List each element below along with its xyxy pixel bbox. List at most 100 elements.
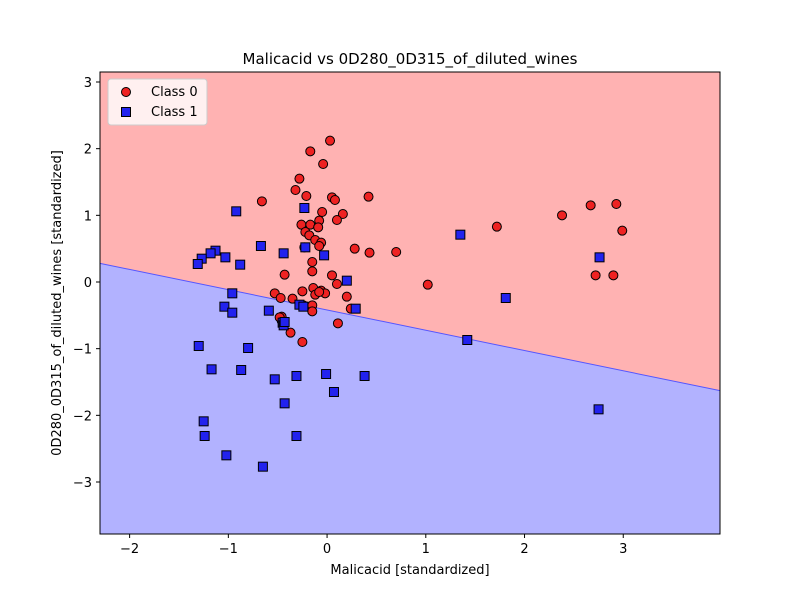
class-0-point — [331, 279, 342, 289]
y-tick-label: 2 — [84, 143, 92, 158]
class-0-point — [331, 215, 342, 225]
y-tick-label: 1 — [84, 209, 92, 224]
class-1-point — [219, 301, 230, 312]
x-tick-label: −1 — [219, 542, 238, 557]
class-1-point — [455, 229, 466, 240]
class-0-point — [363, 191, 374, 202]
legend-marker-class-1 — [121, 107, 131, 117]
class-1-point — [257, 461, 268, 472]
class-0-point — [337, 209, 348, 219]
x-tick-label: 3 — [619, 542, 627, 557]
class-0-point — [285, 327, 296, 338]
class-0-point — [332, 318, 343, 329]
class-1-point — [199, 431, 210, 441]
class-1-point — [255, 241, 266, 251]
class-1-point — [227, 307, 238, 318]
decision-boundary-line — [99, 262, 721, 392]
class-0-point — [317, 207, 328, 217]
legend-box — [107, 78, 208, 126]
legend: Class 0 Class 1 — [107, 78, 208, 126]
class-0-point — [275, 293, 286, 303]
class-1-point — [279, 398, 290, 409]
class-1-point — [236, 365, 247, 375]
class-0-point — [256, 196, 267, 207]
class-0-point — [290, 185, 301, 195]
class-0-point — [391, 247, 402, 257]
class-1-point — [319, 250, 330, 261]
class-1-point — [298, 301, 309, 312]
x-tick-label: 0 — [323, 542, 331, 557]
class-1-point — [263, 305, 274, 316]
class-1-point — [220, 252, 231, 263]
class-0-point — [297, 286, 308, 297]
class-0-point — [314, 287, 325, 297]
class-0-point — [364, 247, 375, 258]
y-tick-label: 3 — [84, 76, 92, 91]
x-tick-label: 2 — [520, 542, 528, 557]
class-0-point — [297, 337, 308, 347]
class-1-point — [291, 371, 302, 381]
class-0-point — [327, 270, 338, 281]
legend-label-class-1: Class 1 — [151, 105, 198, 120]
class-1-point — [279, 317, 290, 327]
class-0-point — [349, 243, 360, 254]
class-0-point — [491, 221, 502, 232]
class-1-point — [198, 416, 209, 427]
y-tick-label: −2 — [73, 409, 92, 424]
class-0-point — [279, 269, 290, 280]
class-0-point — [611, 199, 622, 209]
chart-title: Malicacid vs 0D280_0D315_of_diluted_wine… — [243, 50, 578, 69]
axes: −2 −1 0 1 2 3 −3 −2 −1 0 1 2 3 — [73, 71, 721, 557]
class-1-point — [500, 293, 511, 303]
class-0-point — [307, 266, 318, 277]
class-0-point — [585, 200, 596, 211]
class-0-point — [313, 222, 324, 233]
class-1-point — [341, 275, 352, 286]
class-0-point — [341, 291, 352, 302]
class-1-point — [593, 404, 604, 415]
class-1-point — [299, 203, 310, 213]
x-axis-title: Malicacid [standardized] — [330, 563, 489, 578]
class-0-point — [590, 270, 601, 281]
class-1-region — [100, 263, 720, 534]
y-tick-label: 0 — [84, 276, 92, 291]
class-1-point — [321, 369, 332, 379]
class-1-point — [221, 450, 232, 461]
class-0-point — [307, 306, 318, 317]
class-1-point — [278, 248, 289, 259]
class-1-point — [594, 252, 605, 263]
class-1-point — [291, 431, 302, 441]
y-tick-label: −1 — [73, 343, 92, 358]
class-1-point — [300, 242, 311, 253]
class-1-point — [269, 374, 280, 385]
class-0-point — [422, 279, 433, 290]
legend-marker-class-0 — [121, 87, 131, 97]
plot-area — [99, 72, 721, 534]
class-0-point — [314, 241, 325, 251]
class-0-point — [557, 210, 568, 221]
class-0-point — [305, 146, 316, 157]
class-0-point — [318, 159, 329, 169]
class-1-point — [206, 364, 217, 375]
class-0-point — [329, 195, 340, 205]
class-0-point — [325, 135, 336, 146]
x-tick-label: −2 — [120, 542, 139, 557]
class-1-point — [235, 259, 246, 270]
class-0-point — [307, 257, 318, 267]
class-1-point — [328, 387, 339, 397]
class-0-point — [294, 173, 305, 184]
class-1-point — [205, 248, 216, 259]
class-1-point — [243, 343, 254, 353]
x-tick-label: 1 — [422, 542, 430, 557]
y-tick-label: −3 — [73, 476, 92, 491]
class-0-point — [608, 270, 619, 281]
class-1-point — [359, 371, 370, 381]
class-1-point — [227, 288, 238, 299]
class-1-point — [192, 259, 203, 269]
class-0-point — [301, 191, 312, 201]
class-1-point — [231, 206, 242, 217]
class-1-point — [193, 341, 204, 351]
class-1-point — [462, 335, 473, 345]
legend-label-class-0: Class 0 — [151, 85, 198, 100]
